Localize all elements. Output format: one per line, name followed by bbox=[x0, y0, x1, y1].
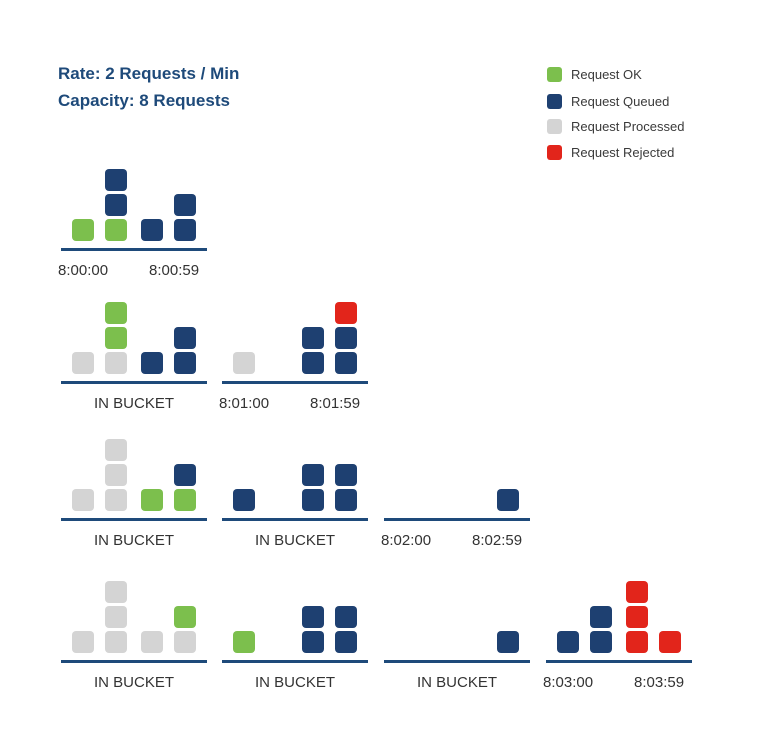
time-end-label: 8:00:59 bbox=[149, 262, 200, 279]
legend-swatch-rejected bbox=[547, 144, 562, 160]
timeline-axis bbox=[61, 381, 207, 384]
request-queued-square bbox=[590, 631, 612, 653]
in-bucket-label: IN BUCKET bbox=[254, 674, 335, 691]
request-processed-square bbox=[72, 631, 94, 653]
request-queued-square bbox=[174, 352, 196, 374]
request-queued-square bbox=[590, 606, 612, 628]
request-ok-square bbox=[105, 302, 127, 324]
timeline-axis bbox=[222, 660, 368, 663]
request-queued-square bbox=[174, 464, 196, 486]
request-queued-square bbox=[335, 489, 357, 511]
time-start-label: 8:02:00 bbox=[381, 532, 432, 549]
timeline-axis bbox=[61, 660, 207, 663]
legend-label: Request Processed bbox=[571, 118, 685, 134]
request-processed-square bbox=[105, 464, 127, 486]
timeline-axis bbox=[61, 518, 207, 521]
time-start-label: 8:00:00 bbox=[58, 262, 109, 279]
legend-item-processed: Request Processed bbox=[547, 117, 684, 135]
request-queued-square bbox=[497, 631, 519, 653]
request-rejected-square bbox=[335, 302, 357, 324]
legend-item-rejected: Request Rejected bbox=[547, 143, 674, 161]
request-queued-square bbox=[302, 327, 324, 349]
request-ok-square bbox=[105, 219, 127, 241]
request-queued-square bbox=[335, 352, 357, 374]
request-processed-square bbox=[105, 631, 127, 653]
request-ok-square bbox=[141, 489, 163, 511]
request-queued-square bbox=[105, 194, 127, 216]
request-queued-square bbox=[335, 631, 357, 653]
timeline-axis bbox=[222, 518, 368, 521]
request-queued-square bbox=[302, 606, 324, 628]
request-processed-square bbox=[105, 352, 127, 374]
time-end-label: 8:03:59 bbox=[634, 674, 685, 691]
request-queued-square bbox=[302, 631, 324, 653]
legend-swatch-processed bbox=[547, 118, 562, 134]
request-queued-square bbox=[302, 489, 324, 511]
in-bucket-label: IN BUCKET bbox=[416, 674, 497, 691]
request-ok-square bbox=[105, 327, 127, 349]
request-queued-square bbox=[302, 464, 324, 486]
request-rejected-square bbox=[626, 581, 648, 603]
request-queued-square bbox=[174, 219, 196, 241]
in-bucket-label: IN BUCKET bbox=[93, 532, 174, 549]
rate-title: Rate: 2 Requests / Min bbox=[58, 64, 240, 83]
legend-label: Request Rejected bbox=[571, 144, 675, 160]
request-ok-square bbox=[72, 219, 94, 241]
request-processed-square bbox=[72, 489, 94, 511]
request-ok-square bbox=[174, 489, 196, 511]
request-rejected-square bbox=[626, 606, 648, 628]
request-queued-square bbox=[174, 194, 196, 216]
request-queued-square bbox=[335, 327, 357, 349]
request-queued-square bbox=[335, 606, 357, 628]
legend-label: Request Queued bbox=[571, 93, 670, 109]
request-processed-square bbox=[105, 489, 127, 511]
request-processed-square bbox=[141, 631, 163, 653]
in-bucket-label: IN BUCKET bbox=[93, 395, 174, 412]
request-ok-square bbox=[233, 631, 255, 653]
timeline-axis bbox=[61, 248, 207, 251]
request-queued-square bbox=[141, 219, 163, 241]
in-bucket-label: IN BUCKET bbox=[93, 674, 174, 691]
request-queued-square bbox=[233, 489, 255, 511]
timeline-axis bbox=[222, 381, 368, 384]
timeline-axis bbox=[546, 660, 692, 663]
request-queued-square bbox=[105, 169, 127, 191]
legend-item-queued: Request Queued bbox=[547, 92, 669, 110]
time-end-label: 8:01:59 bbox=[310, 395, 361, 412]
capacity-title: Capacity: 8 Requests bbox=[58, 91, 230, 110]
legend-label: Request OK bbox=[571, 66, 642, 82]
time-end-label: 8:02:59 bbox=[472, 532, 523, 549]
time-start-label: 8:01:00 bbox=[219, 395, 270, 412]
request-processed-square bbox=[174, 631, 196, 653]
timeline-axis bbox=[384, 660, 530, 663]
request-queued-square bbox=[302, 352, 324, 374]
request-rejected-square bbox=[626, 631, 648, 653]
request-processed-square bbox=[105, 581, 127, 603]
timeline-axis bbox=[384, 518, 530, 521]
request-rejected-square bbox=[659, 631, 681, 653]
time-start-label: 8:03:00 bbox=[543, 674, 594, 691]
request-queued-square bbox=[497, 489, 519, 511]
request-ok-square bbox=[174, 606, 196, 628]
request-processed-square bbox=[105, 439, 127, 461]
legend-swatch-queued bbox=[547, 93, 562, 109]
request-queued-square bbox=[335, 464, 357, 486]
request-queued-square bbox=[141, 352, 163, 374]
request-processed-square bbox=[72, 352, 94, 374]
request-processed-square bbox=[233, 352, 255, 374]
request-processed-square bbox=[105, 606, 127, 628]
legend-item-ok: Request OK bbox=[547, 65, 642, 83]
request-queued-square bbox=[557, 631, 579, 653]
in-bucket-label: IN BUCKET bbox=[254, 532, 335, 549]
legend-swatch-ok bbox=[547, 66, 562, 82]
request-queued-square bbox=[174, 327, 196, 349]
